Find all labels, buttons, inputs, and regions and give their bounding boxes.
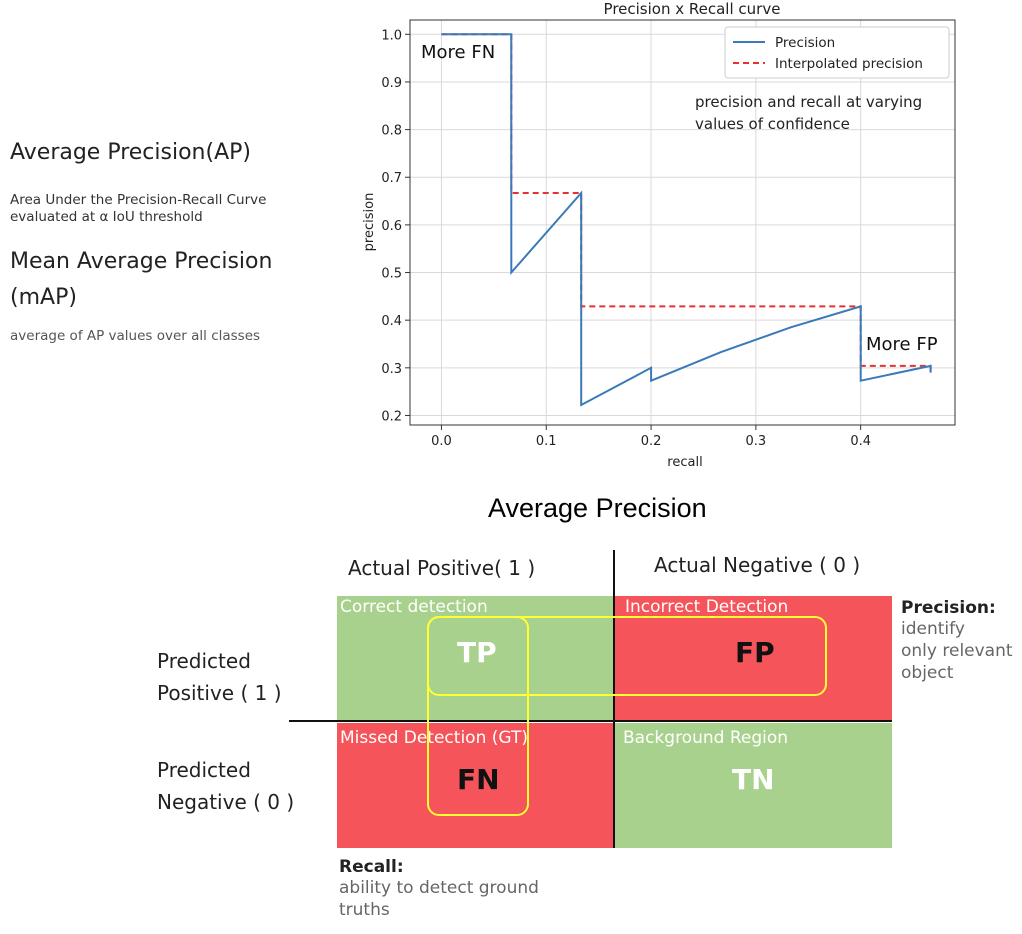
ap-description: Area Under the Precision-Recall Curve ev… (10, 192, 310, 226)
row-label-pp-line2: Positive ( 1 ) (157, 681, 282, 705)
precision-recall-chart: Precision x Recall curve 0.0 0.1 0.2 0.3 0.4… (362, 0, 956, 470)
row-label-pn-line1: Predicted (157, 758, 251, 782)
y-axis-label: precision (362, 193, 377, 252)
map-description: average of AP values over all classes (10, 328, 261, 344)
cell-tn-title: Background Region (623, 728, 789, 748)
chart-series (441, 33, 932, 407)
x-tick-label: 0.4 (850, 434, 871, 449)
series-interpolated-line (441, 33, 932, 373)
cell-tp-title: Correct detection (340, 597, 488, 617)
x-tick-label: 0.3 (746, 434, 767, 449)
precision-note-line1: identify (901, 619, 965, 639)
y-tick-label: 0.8 (381, 124, 402, 139)
cell-tp-label: TP (457, 636, 497, 669)
y-tick-label: 0.7 (381, 171, 402, 186)
chart-title: Precision x Recall curve (604, 0, 781, 18)
precision-note-line3: object (901, 663, 954, 683)
x-tick-label: 0.2 (641, 434, 662, 449)
plot-frame (409, 19, 956, 426)
cell-fp-label: FP (735, 636, 775, 669)
row-label-pn-line2: Negative ( 0 ) (157, 790, 295, 814)
horizontal-divider (289, 720, 892, 722)
ap-heading: Average Precision(AP) (10, 140, 251, 165)
annotation-note-line1: precision and recall at varying (695, 93, 922, 111)
cell-fn: Missed Detection (GT) FN (337, 723, 614, 848)
recall-note-heading: Recall: (339, 857, 404, 877)
ap-desc-line2: evaluated at α IoU threshold (10, 209, 203, 225)
row-label-predicted-negative: Predicted Negative ( 0 ) (157, 754, 294, 818)
precision-note-line2: only relevant (901, 641, 1013, 661)
map-heading-line2: (mAP) (10, 285, 77, 310)
col-label-actual-negative: Actual Negative ( 0 ) (654, 553, 861, 577)
matrix-title: Average Precision (488, 493, 707, 523)
x-tick-label: 0.0 (431, 434, 452, 449)
row-label-pp-line1: Predicted (157, 649, 251, 673)
chart-grid (410, 20, 955, 425)
cell-tn-label: TN (732, 763, 775, 796)
recall-note-line2: truths (339, 900, 390, 920)
cell-fn-title: Missed Detection (GT) (340, 728, 528, 748)
recall-note: Recall: ability to detect ground truths (339, 857, 639, 921)
y-tick-label: 0.6 (381, 219, 402, 234)
row-label-predicted-positive: Predicted Positive ( 1 ) (157, 645, 282, 709)
legend-box (724, 26, 950, 79)
cell-fn-label: FN (457, 763, 500, 796)
annotation-note-line2: values of confidence (695, 115, 850, 133)
y-tick-label: 0.4 (381, 314, 402, 329)
chart-ticks: 0.0 0.1 0.2 0.3 0.4 0.2 0.3 0.4 0.5 0.6 0.7 0.8 0.9 1… (381, 28, 871, 449)
recall-highlight-box (427, 616, 529, 816)
legend-label-precision: Precision (775, 35, 835, 51)
y-tick-label: 0.5 (381, 267, 402, 282)
chart-legend: Precision Interpolated precision (724, 26, 950, 79)
precision-note: Precision: identify only relevant object (901, 598, 1022, 684)
annotation-more-fp: More FP (866, 334, 938, 355)
map-heading-line1: Mean Average Precision (10, 249, 273, 274)
legend-label-interpolated: Interpolated precision (775, 56, 923, 72)
vertical-divider (613, 550, 615, 848)
y-tick-label: 0.3 (381, 362, 402, 377)
annotation-more-fn: More FN (421, 42, 495, 63)
ap-desc-line1: Area Under the Precision-Recall Curve (10, 192, 267, 208)
map-heading: Mean Average Precision (mAP) (10, 244, 310, 316)
cell-tn: Background Region TN (615, 723, 892, 848)
y-tick-label: 1.0 (381, 28, 402, 43)
series-precision-line (441, 33, 932, 407)
cell-fp-title: Incorrect Detection (625, 597, 789, 617)
x-tick-label: 0.1 (536, 434, 557, 449)
col-label-actual-positive: Actual Positive( 1 ) (348, 556, 536, 580)
y-tick-label: 0.2 (381, 409, 402, 424)
precision-note-heading: Precision: (901, 598, 996, 618)
x-axis-label: recall (667, 455, 702, 470)
y-tick-label: 0.9 (381, 76, 402, 91)
recall-note-line1: ability to detect ground (339, 878, 539, 898)
